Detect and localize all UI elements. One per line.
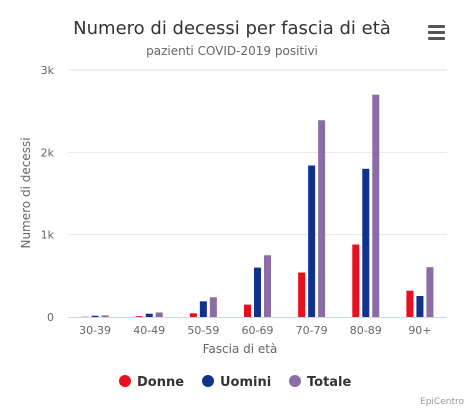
x-tick-label: 40-49 <box>133 324 165 337</box>
x-tick-label: 80-89 <box>350 324 382 337</box>
bar-totale-80-89 <box>372 94 380 317</box>
y-tick-label: 2k <box>41 146 55 159</box>
bar-donne-70-79 <box>298 272 306 317</box>
bar-donne-40-49 <box>135 316 143 317</box>
bar-totale-30-39 <box>101 315 109 317</box>
bar-totale-60-69 <box>264 255 271 317</box>
bar-uomini-60-69 <box>254 267 261 317</box>
y-tick-label: 0 <box>47 311 54 324</box>
bar-totale-50-59 <box>209 297 217 317</box>
x-tick-label: 90+ <box>408 324 431 337</box>
bar-donne-50-59 <box>189 313 197 317</box>
bar-donne-80-89 <box>352 244 360 317</box>
x-axis: 30-39 40-49 50-59 60-69 70-79 80-89 90+ <box>79 324 431 337</box>
legend-marker-donne[interactable] <box>119 375 131 387</box>
bars <box>81 94 434 318</box>
bar-uomini-40-49 <box>145 313 153 317</box>
y-axis-title: Numero di decessi <box>19 137 33 248</box>
bar-totale-90+ <box>426 267 434 317</box>
x-tick-label: 50-59 <box>187 324 219 337</box>
hamburger-menu-icon[interactable] <box>424 22 450 42</box>
legend-label-donne[interactable]: Donne <box>137 375 184 390</box>
bar-totale-70-79 <box>318 120 326 318</box>
x-axis-title: Fascia di età <box>203 342 278 356</box>
legend-label-uomini[interactable]: Uomini <box>220 375 271 390</box>
y-axis: 0 1k 2k 3k <box>41 64 55 324</box>
y-tick-label: 1k <box>41 229 55 242</box>
chart-subtitle: pazienti COVID-2019 positivi <box>146 44 318 58</box>
bar-uomini-90+ <box>416 296 424 317</box>
bar-donne-60-69 <box>244 304 251 317</box>
bar-uomini-30-39 <box>91 315 99 317</box>
x-tick-label: 30-39 <box>79 324 111 337</box>
bar-uomini-50-59 <box>199 301 207 317</box>
legend-label-totale[interactable]: Totale <box>307 375 352 390</box>
bar-uomini-80-89 <box>362 168 370 317</box>
legend-marker-uomini[interactable] <box>202 375 214 387</box>
bar-donne-90+ <box>406 290 414 317</box>
y-tick-label: 3k <box>41 64 55 77</box>
legend: Donne Uomini Totale <box>119 375 352 390</box>
x-tick-label: 60-69 <box>242 324 274 337</box>
credits[interactable]: EpiCentro <box>420 397 464 407</box>
bar-uomini-70-79 <box>308 165 316 317</box>
grid <box>68 69 447 236</box>
chart-title: Numero di decessi per fascia di età <box>73 18 391 39</box>
x-tick-label: 70-79 <box>296 324 328 337</box>
bar-totale-40-49 <box>155 312 163 317</box>
legend-marker-totale[interactable] <box>289 375 301 387</box>
